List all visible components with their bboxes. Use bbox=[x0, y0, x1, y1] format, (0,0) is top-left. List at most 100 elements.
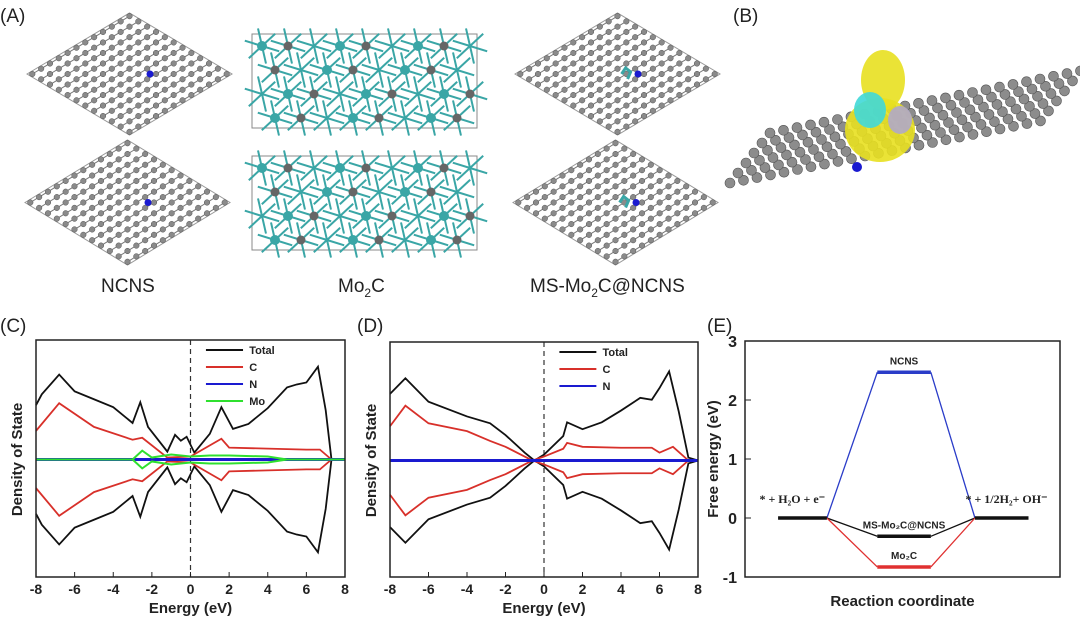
carbon-atom bbox=[605, 91, 612, 99]
x-tick-label: 4 bbox=[264, 581, 272, 597]
connector-1 bbox=[930, 517, 976, 537]
carbon-atom bbox=[534, 70, 542, 78]
carbon-atom bbox=[159, 215, 166, 222]
mo-atom bbox=[322, 187, 332, 197]
carbon-atom bbox=[623, 123, 630, 130]
legend-label-mo: Mo bbox=[249, 396, 265, 408]
carbon-atom bbox=[89, 183, 96, 190]
carbon-atom bbox=[638, 188, 646, 195]
carbon-atom bbox=[108, 97, 115, 104]
series-total-spin-up bbox=[389, 368, 699, 462]
carbon-atom bbox=[621, 210, 628, 217]
carbon-atom bbox=[82, 49, 89, 57]
carbon-atom bbox=[603, 231, 610, 238]
carbon-atom bbox=[1053, 78, 1065, 89]
carbon-atom bbox=[73, 55, 80, 62]
mo-atom bbox=[335, 163, 345, 173]
carbon-atom bbox=[640, 49, 648, 57]
mo-bond bbox=[413, 76, 419, 95]
mo-bond bbox=[452, 174, 458, 193]
carbon-atom bbox=[913, 98, 924, 109]
carbon-atom bbox=[170, 39, 177, 46]
carbon-atom bbox=[426, 187, 436, 197]
x-tick-label: 6 bbox=[302, 581, 310, 597]
series-c-spin-down bbox=[389, 459, 698, 517]
carbon-atom bbox=[647, 161, 654, 168]
mo-atom bbox=[348, 235, 358, 245]
x-tick-label: 8 bbox=[341, 581, 349, 597]
mo-bond bbox=[465, 28, 471, 47]
legend-label-n: N bbox=[249, 379, 257, 391]
carbon-atom bbox=[685, 76, 692, 83]
series-mo-spin-up bbox=[36, 449, 345, 461]
carbon-atom bbox=[632, 44, 639, 51]
carbon-atom bbox=[89, 161, 96, 168]
legend-label-c: C bbox=[249, 362, 257, 374]
carbon-atom bbox=[559, 172, 566, 179]
carbon-atom bbox=[543, 76, 550, 83]
carbon-atom bbox=[778, 166, 790, 178]
carbon-atom bbox=[80, 199, 87, 206]
carbon-atom bbox=[603, 210, 610, 217]
mo-bond bbox=[339, 215, 345, 234]
mo-bond bbox=[326, 117, 345, 125]
mo-bond bbox=[313, 155, 328, 169]
carbon-atom bbox=[89, 204, 96, 211]
carbon-atom bbox=[106, 237, 113, 244]
carbon-atom bbox=[956, 114, 968, 126]
mo-bond bbox=[339, 215, 358, 223]
mo-bond bbox=[404, 117, 410, 136]
carbon-atom bbox=[71, 215, 78, 222]
carbon-atom bbox=[559, 183, 566, 190]
carbon-atom bbox=[161, 76, 168, 83]
carbon-atom bbox=[126, 13, 133, 20]
mo-bond bbox=[322, 209, 341, 217]
carbon-atom bbox=[676, 49, 683, 57]
carbon-atom bbox=[534, 60, 542, 67]
mo-bond bbox=[365, 191, 380, 205]
carbon-atom bbox=[71, 204, 78, 211]
carbon-atom bbox=[168, 221, 175, 228]
carbon-atom bbox=[150, 199, 158, 206]
carbon-atom bbox=[144, 23, 151, 30]
carbon-atom bbox=[981, 126, 992, 137]
carbon-atom bbox=[603, 221, 610, 228]
carbon-atom bbox=[82, 81, 89, 88]
carbon-atom bbox=[594, 172, 601, 179]
carbon-atom bbox=[700, 204, 707, 211]
carbon-atom bbox=[561, 86, 568, 93]
carbon-atom bbox=[605, 102, 612, 109]
carbon-atom bbox=[124, 237, 131, 244]
carbon-atom bbox=[623, 102, 630, 109]
carbon-atom bbox=[640, 102, 648, 109]
carbon-atom bbox=[579, 55, 586, 62]
carbon-atom bbox=[691, 199, 699, 206]
carbon-atom bbox=[197, 86, 204, 93]
carbon-atom bbox=[638, 242, 646, 249]
carbon-atom bbox=[732, 167, 744, 179]
carbon-atom bbox=[144, 76, 151, 83]
carbon-atom bbox=[1007, 79, 1019, 90]
carbon-atom bbox=[568, 221, 575, 228]
carbon-atom bbox=[283, 163, 293, 173]
carbon-atom bbox=[532, 188, 540, 195]
carbon-atom bbox=[168, 177, 175, 184]
carbon-atom bbox=[108, 23, 115, 30]
x-axis-label: Energy (eV) bbox=[502, 600, 585, 617]
mo-bond bbox=[326, 105, 341, 119]
mo-bond bbox=[456, 45, 471, 59]
carbon-atom bbox=[439, 163, 449, 173]
carbon-atom bbox=[762, 145, 773, 156]
mo-atom bbox=[270, 235, 280, 245]
series-mo-spin-down bbox=[36, 458, 345, 470]
carbon-atom bbox=[667, 86, 674, 93]
carbon-atom bbox=[978, 101, 989, 113]
carbon-atom bbox=[623, 60, 630, 67]
carbon-atom bbox=[665, 204, 672, 211]
carbon-atom bbox=[658, 102, 665, 109]
carbon-atom bbox=[62, 221, 69, 228]
carbon-atom bbox=[568, 199, 575, 206]
carbon-atom bbox=[142, 150, 149, 158]
carbon-atom bbox=[630, 183, 637, 190]
carbon-atom bbox=[550, 199, 557, 206]
